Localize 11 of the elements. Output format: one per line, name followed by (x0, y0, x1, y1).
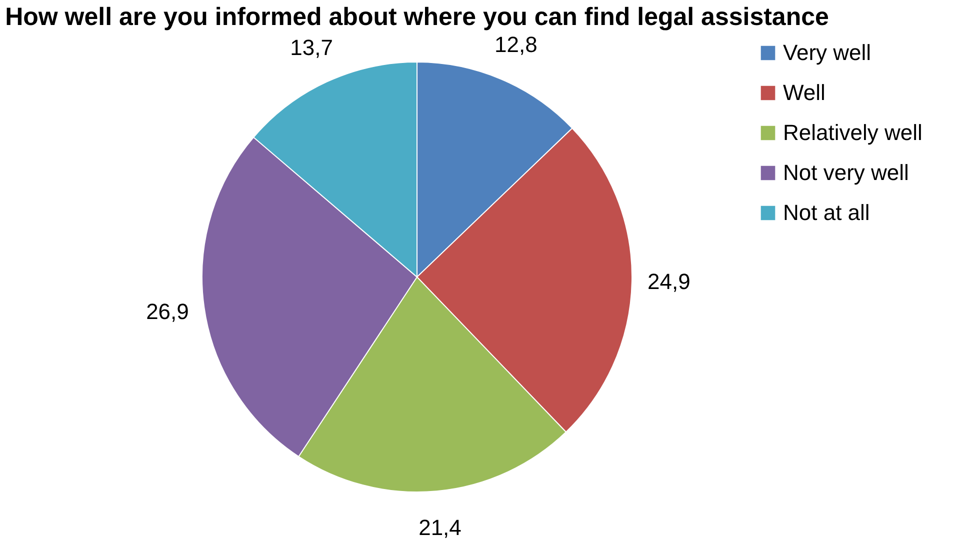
legend-label: Very well (783, 40, 872, 65)
legend-label: Not at all (783, 200, 870, 225)
data-label: 24,9 (648, 269, 690, 294)
chart-title: How well are you informed about where you can find legal assistance (5, 3, 829, 32)
legend-label: Relatively well (783, 120, 922, 145)
data-label: 26,9 (146, 299, 189, 324)
data-label: 21,4 (418, 514, 462, 540)
data-label: 13,7 (290, 35, 333, 60)
legend-label: Well (783, 80, 826, 105)
legend-label: Not very well (783, 160, 909, 185)
data-label: 12,8 (494, 32, 538, 58)
